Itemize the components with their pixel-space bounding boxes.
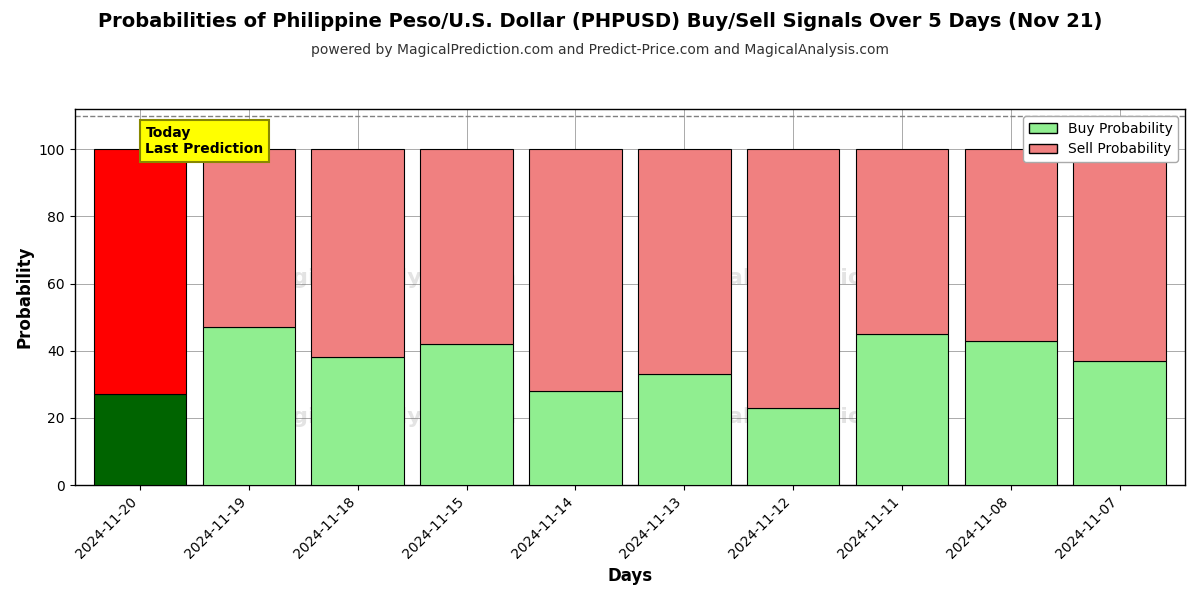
Bar	[203, 327, 295, 485]
Bar	[420, 344, 512, 485]
Bar	[94, 394, 186, 485]
Bar	[420, 149, 512, 344]
Bar	[312, 358, 404, 485]
Text: MagicalPrediction.com: MagicalPrediction.com	[654, 268, 940, 288]
X-axis label: Days: Days	[607, 567, 653, 585]
Bar	[1074, 149, 1166, 361]
Bar	[203, 149, 295, 327]
Bar	[529, 391, 622, 485]
Bar	[856, 334, 948, 485]
Text: Today
Last Prediction: Today Last Prediction	[145, 126, 264, 156]
Text: MagicalAnalysis.com: MagicalAnalysis.com	[254, 407, 516, 427]
Bar	[638, 149, 731, 374]
Text: MagicalPrediction.com: MagicalPrediction.com	[654, 407, 940, 427]
Bar	[638, 374, 731, 485]
Text: Probabilities of Philippine Peso/U.S. Dollar (PHPUSD) Buy/Sell Signals Over 5 Da: Probabilities of Philippine Peso/U.S. Do…	[98, 12, 1102, 31]
Bar	[965, 149, 1057, 341]
Legend: Buy Probability, Sell Probability: Buy Probability, Sell Probability	[1024, 116, 1178, 162]
Y-axis label: Probability: Probability	[16, 246, 34, 348]
Bar	[312, 149, 404, 358]
Bar	[746, 149, 839, 408]
Bar	[965, 341, 1057, 485]
Bar	[529, 149, 622, 391]
Text: powered by MagicalPrediction.com and Predict-Price.com and MagicalAnalysis.com: powered by MagicalPrediction.com and Pre…	[311, 43, 889, 57]
Bar	[94, 149, 186, 394]
Bar	[1074, 361, 1166, 485]
Bar	[856, 149, 948, 334]
Text: MagicalAnalysis.com: MagicalAnalysis.com	[254, 268, 516, 288]
Bar	[746, 408, 839, 485]
